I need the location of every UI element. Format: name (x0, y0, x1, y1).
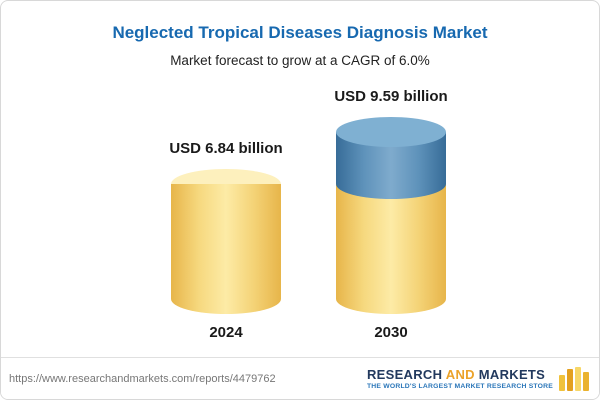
chart-title: Neglected Tropical Diseases Diagnosis Ma… (112, 23, 488, 42)
footer: https://www.researchandmarkets.com/repor… (1, 357, 599, 399)
value-label-2024: USD 6.84 billion (169, 140, 283, 157)
logo-wordmark: RESEARCH AND MARKETS (367, 367, 553, 382)
research-and-markets-logo: RESEARCH AND MARKETS THE WORLD'S LARGEST… (367, 366, 589, 391)
value-label-2030: USD 9.59 billion (334, 88, 448, 105)
cylinder-top-2030 (336, 117, 446, 147)
cylinder-bar-2030 (336, 117, 446, 314)
bar-chart-icon (559, 366, 589, 391)
bar-group-2024: USD 6.84 billion 2024 (136, 140, 316, 341)
cylinder-body-2024 (171, 184, 281, 314)
logo-word-markets: MARKETS (478, 367, 546, 382)
chart-subtitle: Market forecast to grow at a CAGR of 6.0… (170, 53, 430, 68)
logo-text: RESEARCH AND MARKETS THE WORLD'S LARGEST… (367, 367, 553, 390)
logo-word-research: RESEARCH (366, 367, 443, 382)
year-label-2024: 2024 (209, 324, 243, 341)
cylinder-base-segment-2030 (336, 184, 446, 314)
logo-word-and: AND (445, 367, 475, 382)
logo-tagline: THE WORLD'S LARGEST MARKET RESEARCH STOR… (366, 383, 553, 390)
year-label-2030: 2030 (374, 324, 408, 341)
report-url: https://www.researchandmarkets.com/repor… (9, 372, 276, 385)
cylinder-bar-2024 (171, 169, 281, 314)
bar-group-2030: USD 9.59 billion 2030 (301, 88, 481, 341)
